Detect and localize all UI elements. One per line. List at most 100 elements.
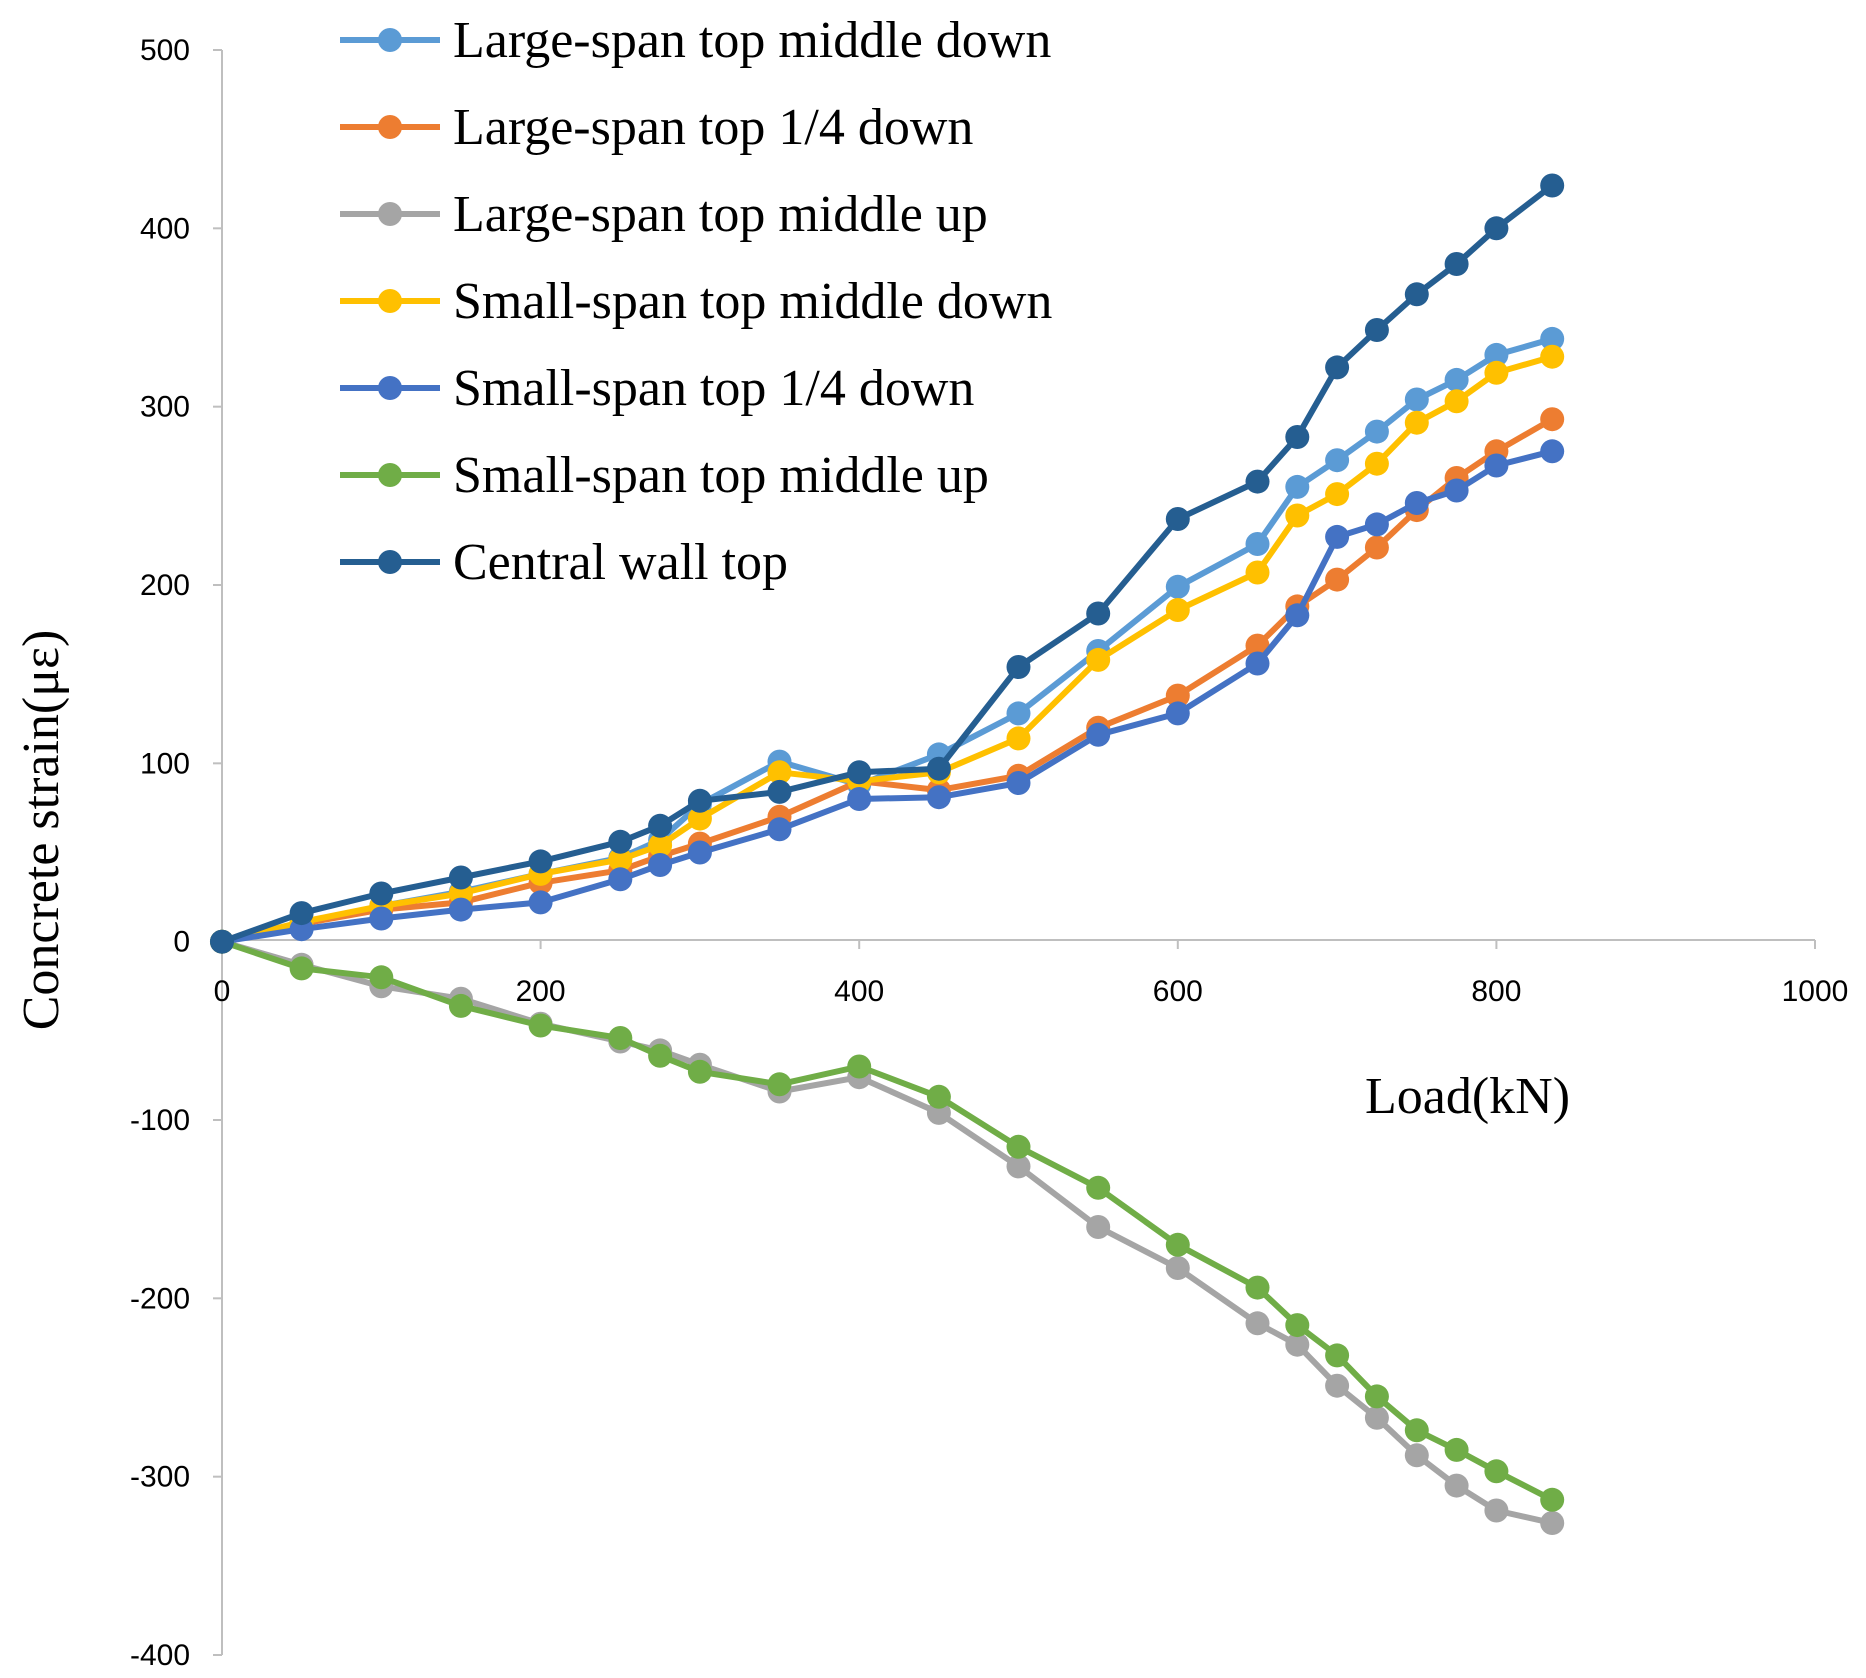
series-small-span-top-middle-up <box>210 929 1565 1512</box>
data-point <box>1404 1443 1429 1468</box>
data-point <box>1165 701 1190 726</box>
data-point <box>1540 439 1565 464</box>
data-point <box>1540 326 1565 351</box>
data-point <box>1006 1134 1031 1159</box>
legend-entry: Large-span top middle down <box>340 12 1051 69</box>
legend-label: Small-span top middle down <box>453 273 1052 330</box>
data-point <box>448 897 473 922</box>
data-point <box>847 760 872 785</box>
data-point <box>1006 771 1031 795</box>
data-point <box>1404 410 1429 435</box>
legend-label: Large-span top middle down <box>453 12 1051 69</box>
data-point <box>767 760 792 785</box>
data-point <box>1285 603 1310 628</box>
legend-entry: Central wall top <box>340 534 788 591</box>
data-point <box>1086 1175 1111 1200</box>
data-point <box>1325 355 1350 380</box>
data-point <box>289 956 314 981</box>
data-point <box>687 806 712 831</box>
data-point <box>1540 407 1565 432</box>
data-point <box>648 833 673 858</box>
axes <box>221 50 1815 1655</box>
data-point <box>1404 1418 1429 1443</box>
data-point <box>528 849 553 874</box>
series-line-large-span-top-1-4-down <box>219 416 1556 945</box>
series-small-span-top-middle-down <box>210 344 1565 954</box>
y-tick-label: 500 <box>140 34 190 67</box>
data-point <box>1364 451 1389 476</box>
data-point <box>1285 425 1310 449</box>
data-point <box>448 865 473 890</box>
x-tick-label: 400 <box>834 975 884 1008</box>
data-point <box>1245 560 1270 585</box>
data-point <box>1325 567 1350 592</box>
legend-swatch-marker <box>378 202 402 226</box>
data-point <box>1404 491 1429 515</box>
data-point <box>369 881 394 906</box>
data-point <box>1484 453 1509 478</box>
data-point <box>1364 419 1389 444</box>
data-point <box>1444 367 1469 392</box>
legend-swatch-marker <box>378 376 402 400</box>
data-point <box>608 829 633 854</box>
legend-entry: Large-span top 1/4 down <box>340 99 973 156</box>
data-point <box>608 847 633 872</box>
data-point <box>1364 318 1389 342</box>
data-point <box>1285 503 1310 528</box>
data-point <box>369 906 394 931</box>
data-point <box>687 840 712 865</box>
series-line-central-wall-top <box>219 182 1556 945</box>
data-point <box>767 817 792 842</box>
data-point <box>1245 1275 1270 1300</box>
data-point <box>1540 173 1565 198</box>
data-point <box>1086 722 1111 747</box>
legend-swatch-marker <box>378 463 402 487</box>
y-tick-label: 400 <box>140 212 190 245</box>
y-tick-label: 300 <box>140 391 190 424</box>
data-point <box>1404 387 1429 412</box>
data-point <box>1484 216 1509 241</box>
data-point <box>1165 574 1190 599</box>
series-large-span-top-middle-up <box>210 929 1565 1535</box>
data-point <box>1245 1311 1270 1336</box>
data-point <box>1404 282 1429 307</box>
legend-swatch-marker <box>378 550 402 574</box>
x-tick-label: 1000 <box>1782 975 1849 1008</box>
data-point <box>1165 598 1190 622</box>
data-point <box>648 853 673 877</box>
y-tick-label: -100 <box>130 1104 190 1137</box>
data-point <box>1086 601 1111 626</box>
legend-label: Large-span top middle up <box>453 186 988 243</box>
legend-label: Small-span top 1/4 down <box>453 360 974 417</box>
x-tick-label: 600 <box>1153 975 1203 1008</box>
data-point <box>1364 535 1389 560</box>
data-point <box>1484 1498 1509 1523</box>
data-point <box>1165 1256 1190 1280</box>
data-point <box>1325 1343 1350 1368</box>
data-point <box>1285 1332 1310 1357</box>
legend-swatch-marker <box>378 289 402 313</box>
data-point <box>1364 512 1389 537</box>
legend-label: Large-span top 1/4 down <box>453 99 973 156</box>
data-point <box>1540 1511 1565 1535</box>
y-tick-label: -300 <box>130 1461 190 1494</box>
data-point <box>1325 524 1350 549</box>
data-point <box>1444 252 1469 276</box>
data-point <box>687 1059 712 1084</box>
data-point <box>926 1084 951 1109</box>
data-point <box>1245 532 1270 556</box>
legend-swatch-marker <box>378 115 402 139</box>
data-point <box>528 890 553 915</box>
series <box>210 173 1565 1535</box>
data-point <box>926 756 951 781</box>
data-point <box>648 813 673 838</box>
y-tick-label: 100 <box>140 747 190 780</box>
data-point <box>1086 647 1111 672</box>
data-point <box>1325 482 1350 507</box>
data-point <box>767 779 792 804</box>
series-small-span-top-1-4-down <box>210 439 1565 954</box>
series-line-small-span-top-middle-up <box>219 938 1556 1503</box>
data-point <box>528 1013 553 1038</box>
data-point <box>1006 701 1031 726</box>
data-point <box>687 788 712 813</box>
